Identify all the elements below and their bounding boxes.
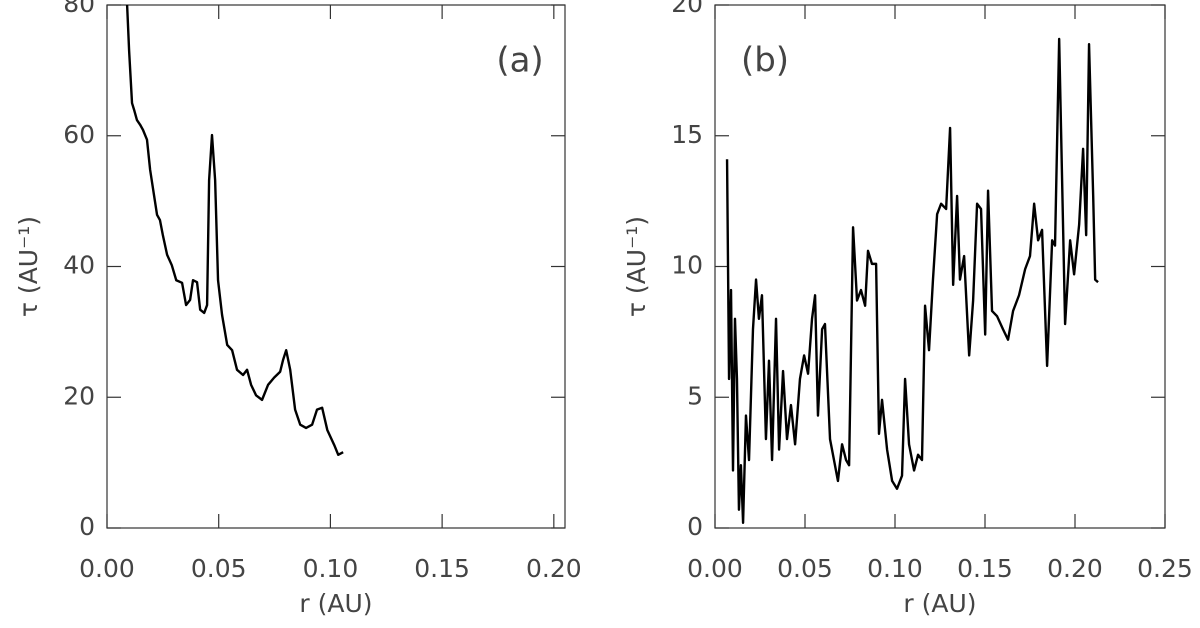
data-line — [725, 37, 1099, 524]
x-axis-label: r (AU) — [903, 589, 976, 618]
y-tick-label: 20 — [63, 381, 95, 410]
x-tick-label: 0.05 — [191, 554, 247, 583]
x-tick-label: 0.10 — [303, 554, 359, 583]
x-axis-label: r (AU) — [299, 589, 372, 618]
panel-annotation: (a) — [496, 41, 543, 81]
y-tick-label: 10 — [671, 251, 703, 280]
plot-frame — [714, 4, 1166, 529]
y-axis-label: τ (AU⁻¹) — [622, 216, 651, 317]
y-tick-label: 0 — [687, 512, 703, 541]
x-tick-label: 0.00 — [79, 554, 135, 583]
y-tick-label: 80 — [63, 0, 95, 18]
y-tick-label: 5 — [687, 381, 703, 410]
x-tick-label: 0.00 — [687, 554, 743, 583]
y-tick-label: 0 — [79, 512, 95, 541]
y-tick-label: 15 — [671, 120, 703, 149]
x-tick-label: 0.10 — [867, 554, 923, 583]
x-tick-label: 0.25 — [1137, 554, 1193, 583]
x-tick-label: 0.05 — [777, 554, 833, 583]
x-tick-label: 0.20 — [1047, 554, 1103, 583]
x-tick-label: 0.15 — [414, 554, 470, 583]
data-line — [125, 4, 344, 456]
y-axis-label: τ (AU⁻¹) — [14, 216, 43, 317]
y-tick-label: 60 — [63, 120, 95, 149]
panel-annotation: (b) — [741, 41, 789, 81]
x-tick-label: 0.15 — [957, 554, 1013, 583]
x-tick-label: 0.20 — [526, 554, 582, 583]
y-tick-label: 20 — [671, 0, 703, 18]
y-tick-label: 40 — [63, 251, 95, 280]
